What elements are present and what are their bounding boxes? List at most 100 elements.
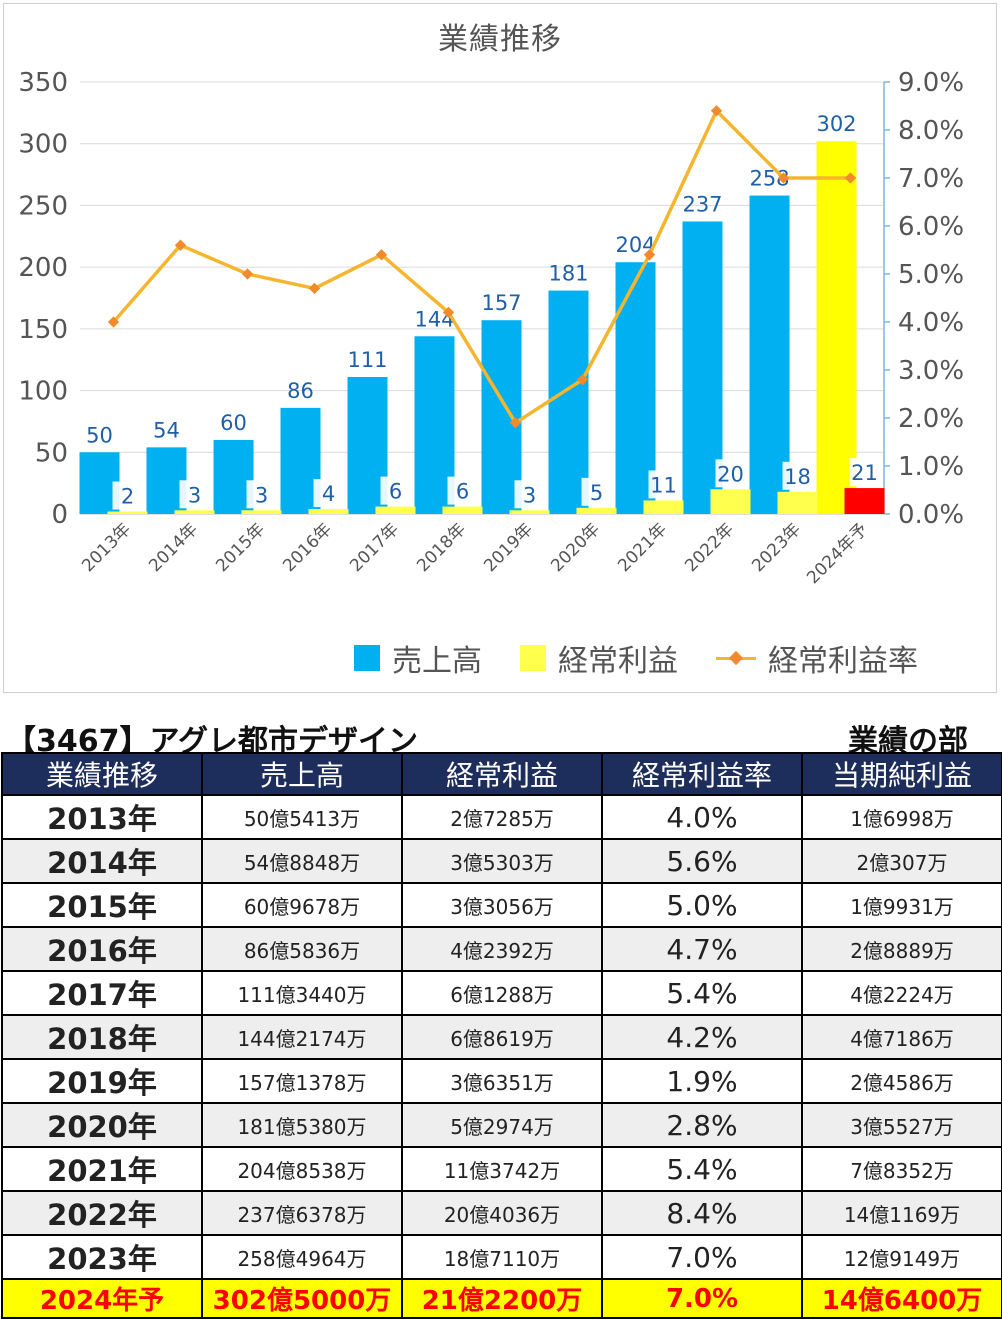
cell-year: 2015年 — [1, 882, 203, 928]
table-row: 2014年 54億8848万 3億5303万 5.6% 2億307万 — [1, 838, 1002, 884]
sales-value-label: 86 — [287, 379, 314, 403]
cell-sales: 60億9678万 — [201, 882, 403, 928]
col-header-net-income: 当期純利益 — [801, 752, 1002, 796]
margin-point — [375, 249, 388, 261]
ordinary-profit-bar — [241, 510, 282, 514]
ordinary-profit-value-label: 11 — [650, 473, 677, 497]
cell-year: 2020年 — [1, 1102, 203, 1148]
cell-margin: 2.8% — [601, 1102, 803, 1148]
cell-sales: 258億4964万 — [201, 1234, 403, 1280]
y-right-tick-label: 6.0% — [898, 212, 964, 242]
performance-chart: 0501001502002503003500.0%1.0%2.0%3.0%4.0… — [18, 68, 964, 588]
y-right-tick-label: 3.0% — [898, 356, 964, 386]
cell-sales: 86億5836万 — [201, 926, 403, 972]
y-left-tick-label: 350 — [18, 68, 68, 98]
sales-value-label: 237 — [682, 192, 722, 216]
margin-point — [509, 417, 522, 429]
cell-year: 2022年 — [1, 1190, 203, 1236]
ordinary-profit-label-bg — [246, 480, 277, 509]
x-tick-label: 2017年 — [346, 519, 403, 576]
y-right-tick-label: 0.0% — [898, 500, 964, 530]
table-header-bar: 【3467】アグレ都市デザイン 業績の部 — [0, 716, 1002, 759]
ordinary-profit-bar — [777, 491, 818, 514]
col-header-year: 業績推移 — [1, 752, 203, 796]
cell-year: 2014年 — [1, 838, 203, 884]
cell-sales: 204億8538万 — [201, 1146, 403, 1192]
table-row: 2019年 157億1378万 3億6351万 1.9% 2億4586万 — [1, 1058, 1002, 1104]
cell-ordinary-profit: 6億8619万 — [401, 1014, 603, 1060]
ordinary-profit-value-label: 21 — [851, 461, 878, 485]
cell-ordinary-profit: 3億6351万 — [401, 1058, 603, 1104]
cell-year: 2023年 — [1, 1234, 203, 1280]
cell-margin: 5.4% — [601, 1146, 803, 1192]
legend-sales-label: 売上高 — [392, 644, 482, 679]
cell-margin: 1.9% — [601, 1058, 803, 1104]
table-header-row: 業績推移 売上高 経常利益 経常利益率 当期純利益 — [1, 752, 1002, 796]
cell-year: 2024年予 — [1, 1278, 203, 1319]
table-row: 2022年 237億6378万 20億4036万 8.4% 14億1169万 — [1, 1190, 1002, 1236]
cell-year: 2019年 — [1, 1058, 203, 1104]
table-row: 2024年予 302億5000万 21億2200万 7.0% 14億6400万 — [1, 1278, 1002, 1319]
x-tick-label: 2020年 — [547, 519, 604, 576]
cell-margin: 5.4% — [601, 970, 803, 1016]
margin-point — [241, 268, 254, 280]
cell-ordinary-profit: 6億1288万 — [401, 970, 603, 1016]
legend-ordinary-profit-swatch — [520, 645, 546, 671]
cell-net-income: 14億1169万 — [801, 1190, 1002, 1236]
x-tick-label: 2024年予 — [803, 519, 872, 588]
table-row: 2016年 86億5836万 4億2392万 4.7% 2億8889万 — [1, 926, 1002, 972]
col-header-margin: 経常利益率 — [601, 752, 803, 796]
table-row: 2015年 60億9678万 3億3056万 5.0% 1億9931万 — [1, 882, 1002, 928]
cell-margin: 4.0% — [601, 794, 803, 840]
ordinary-profit-value-label: 3 — [523, 483, 536, 507]
cell-net-income: 7億8352万 — [801, 1146, 1002, 1192]
x-tick-label: 2019年 — [480, 519, 537, 576]
table-row: 2021年 204億8538万 11億3742万 5.4% 7億8352万 — [1, 1146, 1002, 1192]
performance-table: 業績推移 売上高 経常利益 経常利益率 当期純利益 2013年 50億5413万 2… — [1, 752, 1002, 1319]
cell-margin: 8.4% — [601, 1190, 803, 1236]
y-left-tick-label: 200 — [18, 253, 68, 283]
cell-net-income: 2億8889万 — [801, 926, 1002, 972]
cell-sales: 50億5413万 — [201, 794, 403, 840]
cell-year: 2013年 — [1, 794, 203, 840]
y-right-tick-label: 5.0% — [898, 260, 964, 290]
y-right-tick-label: 7.0% — [898, 164, 964, 194]
margin-line — [112, 107, 851, 426]
ordinary-profit-label-bg — [112, 481, 143, 510]
ordinary-profit-label-bg — [581, 477, 612, 506]
cell-ordinary-profit: 3億3056万 — [401, 882, 603, 928]
cell-ordinary-profit: 20億4036万 — [401, 1190, 603, 1236]
chart-title: 業績推移 — [438, 22, 562, 57]
ordinary-profit-value-label: 20 — [717, 462, 744, 486]
ordinary-profit-label-bg — [179, 480, 210, 509]
x-tick-label: 2016年 — [279, 519, 336, 576]
cell-sales: 237億6378万 — [201, 1190, 403, 1236]
cell-margin: 7.0% — [601, 1234, 803, 1280]
margin-point — [777, 172, 790, 184]
cell-sales: 111億3440万 — [201, 970, 403, 1016]
cell-net-income: 12億9149万 — [801, 1234, 1002, 1280]
ordinary-profit-label-bg — [313, 479, 344, 508]
y-left-tick-label: 50 — [35, 438, 68, 468]
cell-net-income: 3億5527万 — [801, 1102, 1002, 1148]
legend-ordinary-profit-label: 経常利益 — [558, 644, 678, 679]
margin-point — [643, 249, 656, 261]
y-left-tick-label: 150 — [18, 315, 68, 345]
cell-margin: 4.7% — [601, 926, 803, 972]
y-left-tick-label: 250 — [18, 191, 68, 221]
chart-legend: 売上高 経常利益 経常利益率 — [354, 636, 956, 680]
ordinary-profit-bar — [107, 511, 148, 514]
col-header-sales: 売上高 — [201, 752, 403, 796]
table-row: 2023年 258億4964万 18億7110万 7.0% 12億9149万 — [1, 1234, 1002, 1280]
sales-value-label: 54 — [153, 418, 180, 442]
cell-net-income: 1億6998万 — [801, 794, 1002, 840]
cell-net-income: 14億6400万 — [801, 1278, 1002, 1319]
cell-ordinary-profit: 11億3742万 — [401, 1146, 603, 1192]
ordinary-profit-value-label: 3 — [255, 483, 268, 507]
y-left-tick-label: 300 — [18, 130, 68, 160]
cell-margin: 5.0% — [601, 882, 803, 928]
sales-value-label: 302 — [816, 112, 856, 136]
cell-ordinary-profit: 2億7285万 — [401, 794, 603, 840]
legend-sales-swatch — [354, 645, 380, 671]
table-row: 2017年 111億3440万 6億1288万 5.4% 4億2224万 — [1, 970, 1002, 1016]
